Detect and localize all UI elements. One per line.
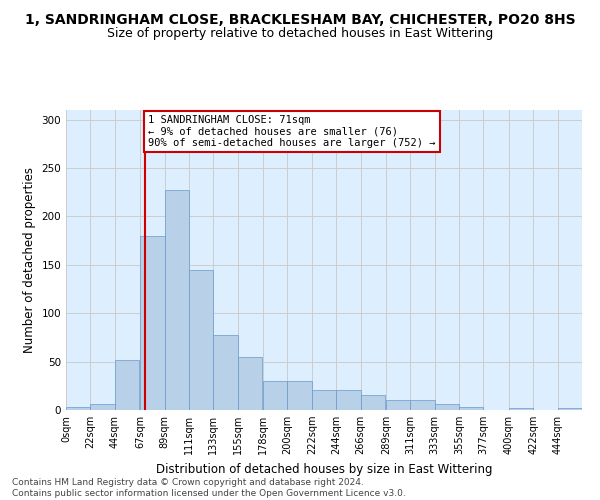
Bar bbox=[238, 357, 262, 410]
Bar bbox=[115, 360, 139, 410]
Bar bbox=[66, 407, 91, 410]
Bar bbox=[312, 390, 336, 410]
Y-axis label: Number of detached properties: Number of detached properties bbox=[23, 167, 36, 353]
Bar bbox=[386, 400, 410, 410]
Bar bbox=[361, 396, 385, 410]
Text: 1, SANDRINGHAM CLOSE, BRACKLESHAM BAY, CHICHESTER, PO20 8HS: 1, SANDRINGHAM CLOSE, BRACKLESHAM BAY, C… bbox=[25, 12, 575, 26]
Bar bbox=[459, 407, 484, 410]
Bar bbox=[410, 400, 435, 410]
X-axis label: Distribution of detached houses by size in East Wittering: Distribution of detached houses by size … bbox=[156, 462, 492, 475]
Text: 1 SANDRINGHAM CLOSE: 71sqm
← 9% of detached houses are smaller (76)
90% of semi-: 1 SANDRINGHAM CLOSE: 71sqm ← 9% of detac… bbox=[148, 115, 436, 148]
Bar bbox=[435, 404, 459, 410]
Bar bbox=[91, 404, 115, 410]
Bar bbox=[213, 336, 238, 410]
Bar bbox=[140, 236, 164, 410]
Bar bbox=[509, 408, 533, 410]
Bar bbox=[164, 190, 189, 410]
Text: Size of property relative to detached houses in East Wittering: Size of property relative to detached ho… bbox=[107, 28, 493, 40]
Bar bbox=[189, 270, 213, 410]
Bar bbox=[336, 390, 361, 410]
Bar bbox=[263, 381, 287, 410]
Bar bbox=[557, 408, 582, 410]
Text: Contains HM Land Registry data © Crown copyright and database right 2024.
Contai: Contains HM Land Registry data © Crown c… bbox=[12, 478, 406, 498]
Bar bbox=[287, 381, 312, 410]
